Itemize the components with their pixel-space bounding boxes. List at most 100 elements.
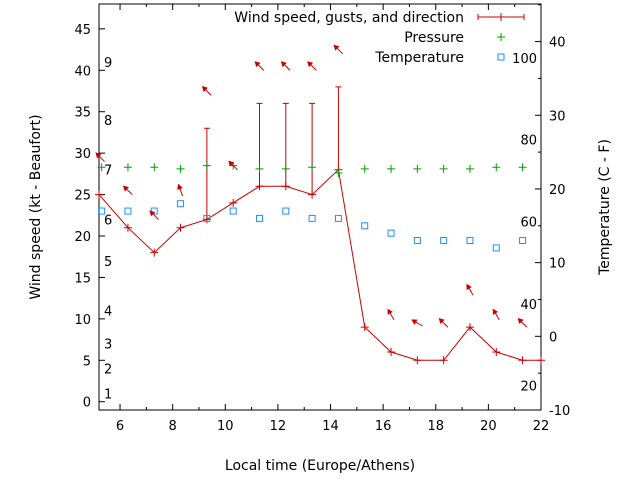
y2-tick-label: 10 xyxy=(549,257,566,272)
temperature-point xyxy=(124,207,132,215)
temperature-point xyxy=(308,214,316,222)
pressure-point xyxy=(308,163,317,172)
wind-speed-point xyxy=(360,323,369,332)
wind-speed-point xyxy=(439,356,448,365)
beaufort-label: 3 xyxy=(104,338,112,353)
legend-label: Wind speed, gusts, and direction xyxy=(234,10,464,26)
temperature-point xyxy=(334,214,342,222)
x-tick-label: 10 xyxy=(217,419,234,434)
beaufort-label: 1 xyxy=(104,387,112,402)
pressure-point xyxy=(360,164,369,173)
temperature-point xyxy=(282,207,290,215)
wind-gust-bar xyxy=(335,86,342,170)
beaufort-label: 8 xyxy=(104,114,112,129)
fahrenheit-label: 20 xyxy=(520,380,537,395)
temperature-point xyxy=(229,207,237,215)
wind-speed-line xyxy=(98,168,541,361)
wind-gust-bar xyxy=(203,127,210,220)
wind-gust-bar xyxy=(282,102,289,187)
beaufort-label: 9 xyxy=(104,56,112,71)
wind-speed-point xyxy=(413,356,422,365)
x-tick-label: 12 xyxy=(270,419,287,434)
x-tick-label: 8 xyxy=(169,419,177,434)
wind-direction-arrow xyxy=(254,61,265,71)
beaufort-label: 4 xyxy=(104,305,112,320)
pressure-point xyxy=(202,161,211,170)
wind-speed-point xyxy=(176,223,185,232)
x-tick-label: 22 xyxy=(533,419,550,434)
x-axis-title: Local time (Europe/Athens) xyxy=(225,458,415,474)
y-tick-label: 45 xyxy=(74,23,91,38)
legend-label: Temperature xyxy=(374,50,464,66)
y-tick-label: 15 xyxy=(74,271,91,286)
wind-direction-arrow xyxy=(438,318,449,328)
fahrenheit-label: 100 xyxy=(512,52,537,67)
pressure-point xyxy=(334,169,343,178)
wind-speed-point xyxy=(518,356,527,365)
fahrenheit-label: 60 xyxy=(520,215,537,230)
pressure-point xyxy=(150,163,159,172)
pressure-point xyxy=(465,164,474,173)
x-tick-label: 18 xyxy=(427,419,444,434)
wind-speed-point xyxy=(387,348,396,356)
pressure-point xyxy=(123,163,132,172)
pressure-point xyxy=(255,164,264,173)
wind-speed-point xyxy=(123,223,132,232)
wind-direction-arrow xyxy=(466,283,474,296)
pressure-point xyxy=(439,164,448,173)
x-tick-label: 16 xyxy=(375,419,392,434)
plot-frame xyxy=(98,3,542,411)
legend-swatch-pressure xyxy=(497,33,505,41)
wind-gust-bar xyxy=(309,102,316,195)
y2-tick-label: 30 xyxy=(549,109,566,124)
temperature-point xyxy=(413,237,421,245)
y2-tick-label: 40 xyxy=(549,36,566,51)
wind-speed-point xyxy=(95,190,103,199)
wind-direction-arrow xyxy=(95,152,105,162)
wind-gust-bar xyxy=(256,102,263,187)
y2-tick-label: -10 xyxy=(549,404,570,419)
x-tick-label: 20 xyxy=(480,419,497,434)
pressure-point xyxy=(176,164,185,173)
y-tick-label: 35 xyxy=(74,106,91,121)
temperature-point xyxy=(361,222,369,230)
y2-tick-label: 20 xyxy=(549,183,566,198)
wind-speed-point xyxy=(229,198,238,207)
y2-tick-label: 0 xyxy=(549,330,557,345)
temperature-point xyxy=(255,214,263,222)
fahrenheit-label: 80 xyxy=(520,134,537,149)
y-tick-label: 0 xyxy=(83,396,91,411)
legend-swatch-wind xyxy=(477,13,525,21)
temperature-point xyxy=(519,237,527,245)
wind-direction-arrow xyxy=(280,61,291,71)
wind-direction-arrow xyxy=(307,61,317,71)
wind-speed-point xyxy=(150,248,159,257)
y-tick-label: 25 xyxy=(74,189,91,204)
legend-label: Pressure xyxy=(404,30,464,46)
temperature-point xyxy=(492,244,500,252)
wind-direction-arrow xyxy=(228,160,238,171)
y-axis-title: Wind speed (kt - Beaufort) xyxy=(28,114,44,299)
wind-direction-arrow xyxy=(201,86,212,96)
wind-direction-arrow xyxy=(122,185,133,196)
y-tick-label: 5 xyxy=(83,354,91,369)
wind-direction-arrow xyxy=(333,44,344,55)
x-tick-label: 14 xyxy=(322,419,339,434)
legend-swatch-temperature xyxy=(497,53,505,61)
pressure-point xyxy=(97,163,106,172)
wind-direction-arrow xyxy=(387,308,395,321)
beaufort-label: 2 xyxy=(104,363,112,378)
beaufort-label: 6 xyxy=(104,213,112,228)
pressure-point xyxy=(518,163,527,172)
temperature-point xyxy=(177,200,185,208)
beaufort-label: 5 xyxy=(104,255,112,270)
wind-direction-arrow xyxy=(149,210,159,220)
y-tick-label: 30 xyxy=(74,147,91,162)
wind-direction-arrow xyxy=(411,319,423,327)
wind-speed-point xyxy=(537,356,545,365)
pressure-point xyxy=(281,164,290,173)
temperature-point xyxy=(466,237,474,245)
x-tick-label: 6 xyxy=(116,419,124,434)
beaufort-label: 7 xyxy=(104,164,112,179)
